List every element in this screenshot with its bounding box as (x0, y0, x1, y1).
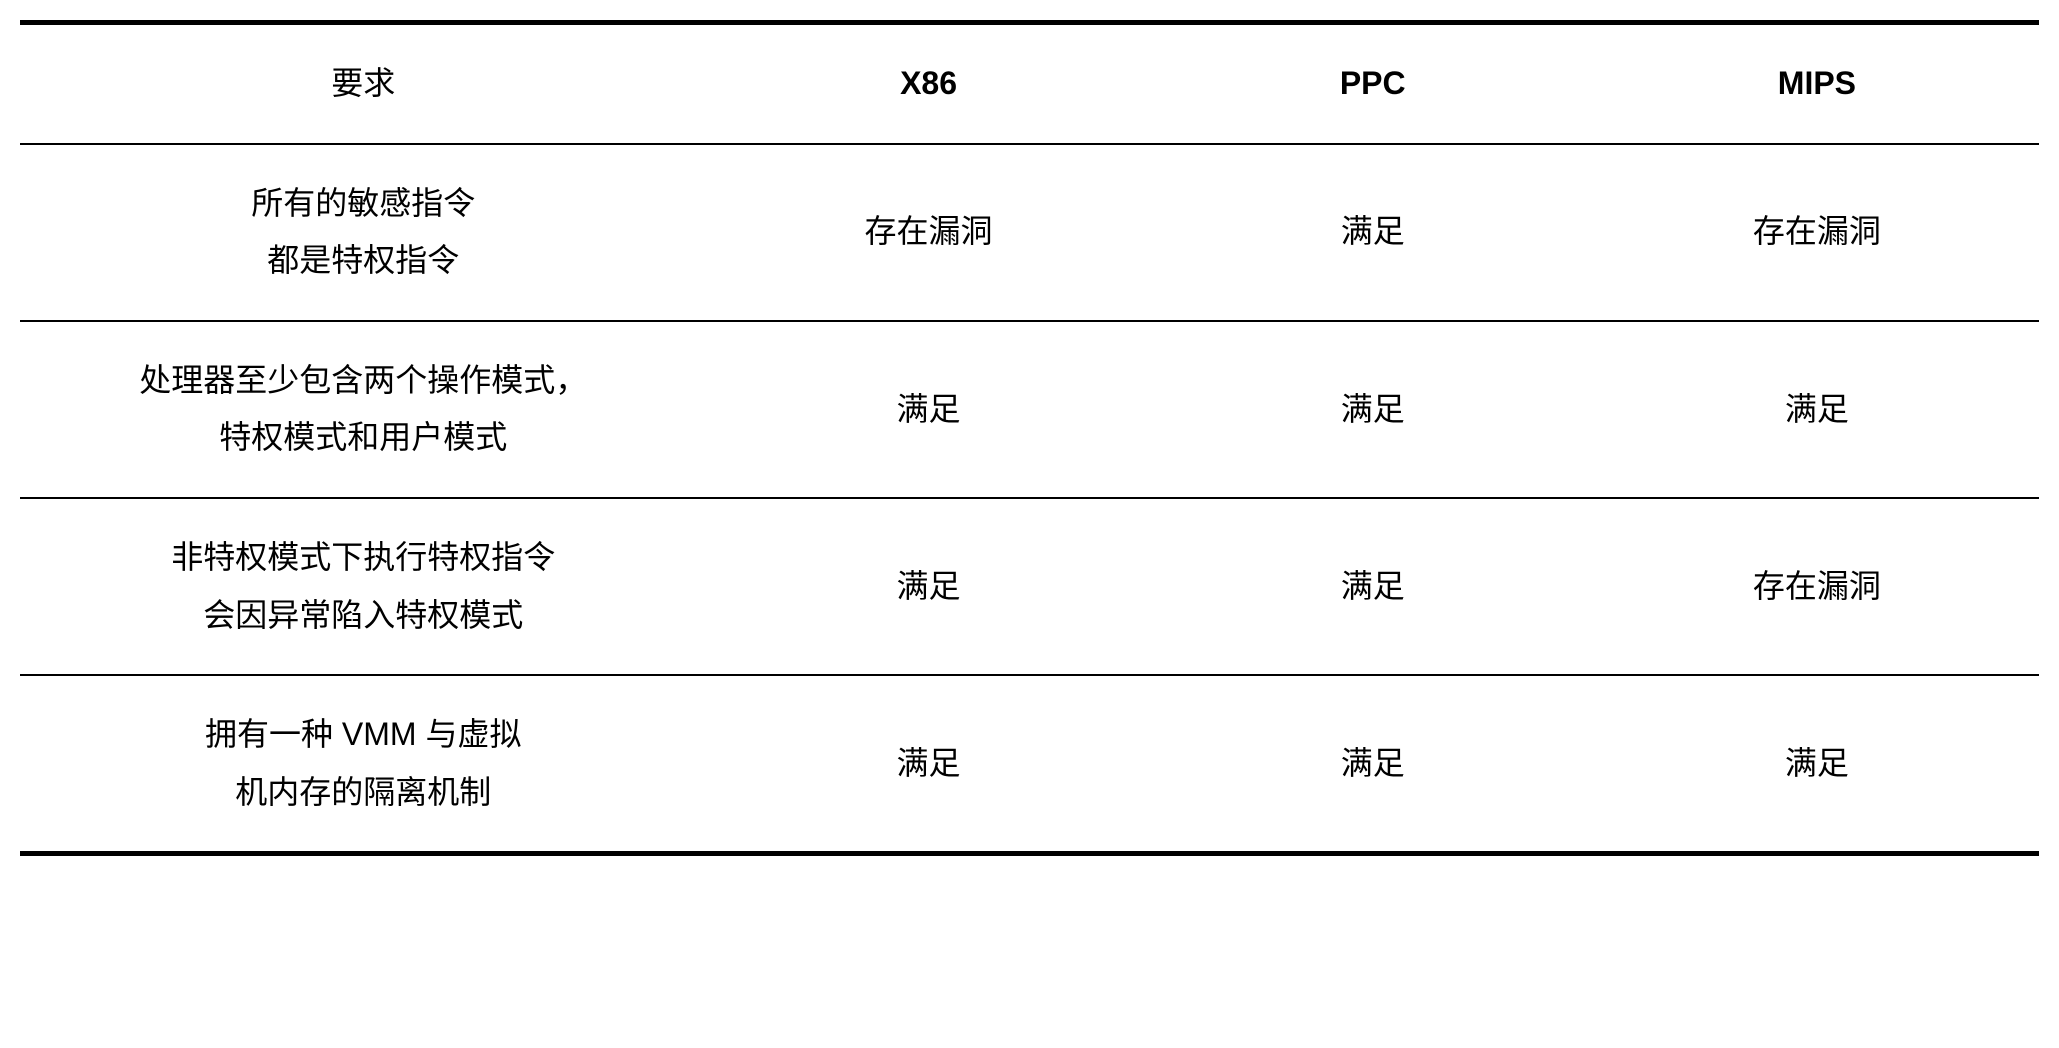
comparison-table-container: 要求 X86 PPC MIPS 所有的敏感指令 都是特权指令 存在漏洞 满足 存… (20, 20, 2039, 856)
cell-ppc: 满足 (1151, 321, 1595, 498)
header-requirement: 要求 (20, 23, 706, 144)
table-row: 非特权模式下执行特权指令 会因异常陷入特权模式 满足 满足 存在漏洞 (20, 498, 2039, 675)
cell-ppc: 满足 (1151, 144, 1595, 321)
virtualization-requirements-table: 要求 X86 PPC MIPS 所有的敏感指令 都是特权指令 存在漏洞 满足 存… (20, 20, 2039, 856)
header-ppc: PPC (1151, 23, 1595, 144)
cell-mips: 满足 (1595, 321, 2039, 498)
table-header-row: 要求 X86 PPC MIPS (20, 23, 2039, 144)
header-mips: MIPS (1595, 23, 2039, 144)
cell-x86: 满足 (706, 321, 1150, 498)
table-row: 处理器至少包含两个操作模式， 特权模式和用户模式 满足 满足 满足 (20, 321, 2039, 498)
cell-mips: 满足 (1595, 675, 2039, 854)
cell-x86: 满足 (706, 675, 1150, 854)
cell-requirement: 所有的敏感指令 都是特权指令 (20, 144, 706, 321)
table-row: 所有的敏感指令 都是特权指令 存在漏洞 满足 存在漏洞 (20, 144, 2039, 321)
cell-mips: 存在漏洞 (1595, 498, 2039, 675)
header-x86: X86 (706, 23, 1150, 144)
cell-requirement: 拥有一种 VMM 与虚拟 机内存的隔离机制 (20, 675, 706, 854)
cell-x86: 存在漏洞 (706, 144, 1150, 321)
cell-ppc: 满足 (1151, 675, 1595, 854)
cell-requirement: 处理器至少包含两个操作模式， 特权模式和用户模式 (20, 321, 706, 498)
table-row: 拥有一种 VMM 与虚拟 机内存的隔离机制 满足 满足 满足 (20, 675, 2039, 854)
cell-mips: 存在漏洞 (1595, 144, 2039, 321)
cell-x86: 满足 (706, 498, 1150, 675)
cell-requirement: 非特权模式下执行特权指令 会因异常陷入特权模式 (20, 498, 706, 675)
cell-ppc: 满足 (1151, 498, 1595, 675)
